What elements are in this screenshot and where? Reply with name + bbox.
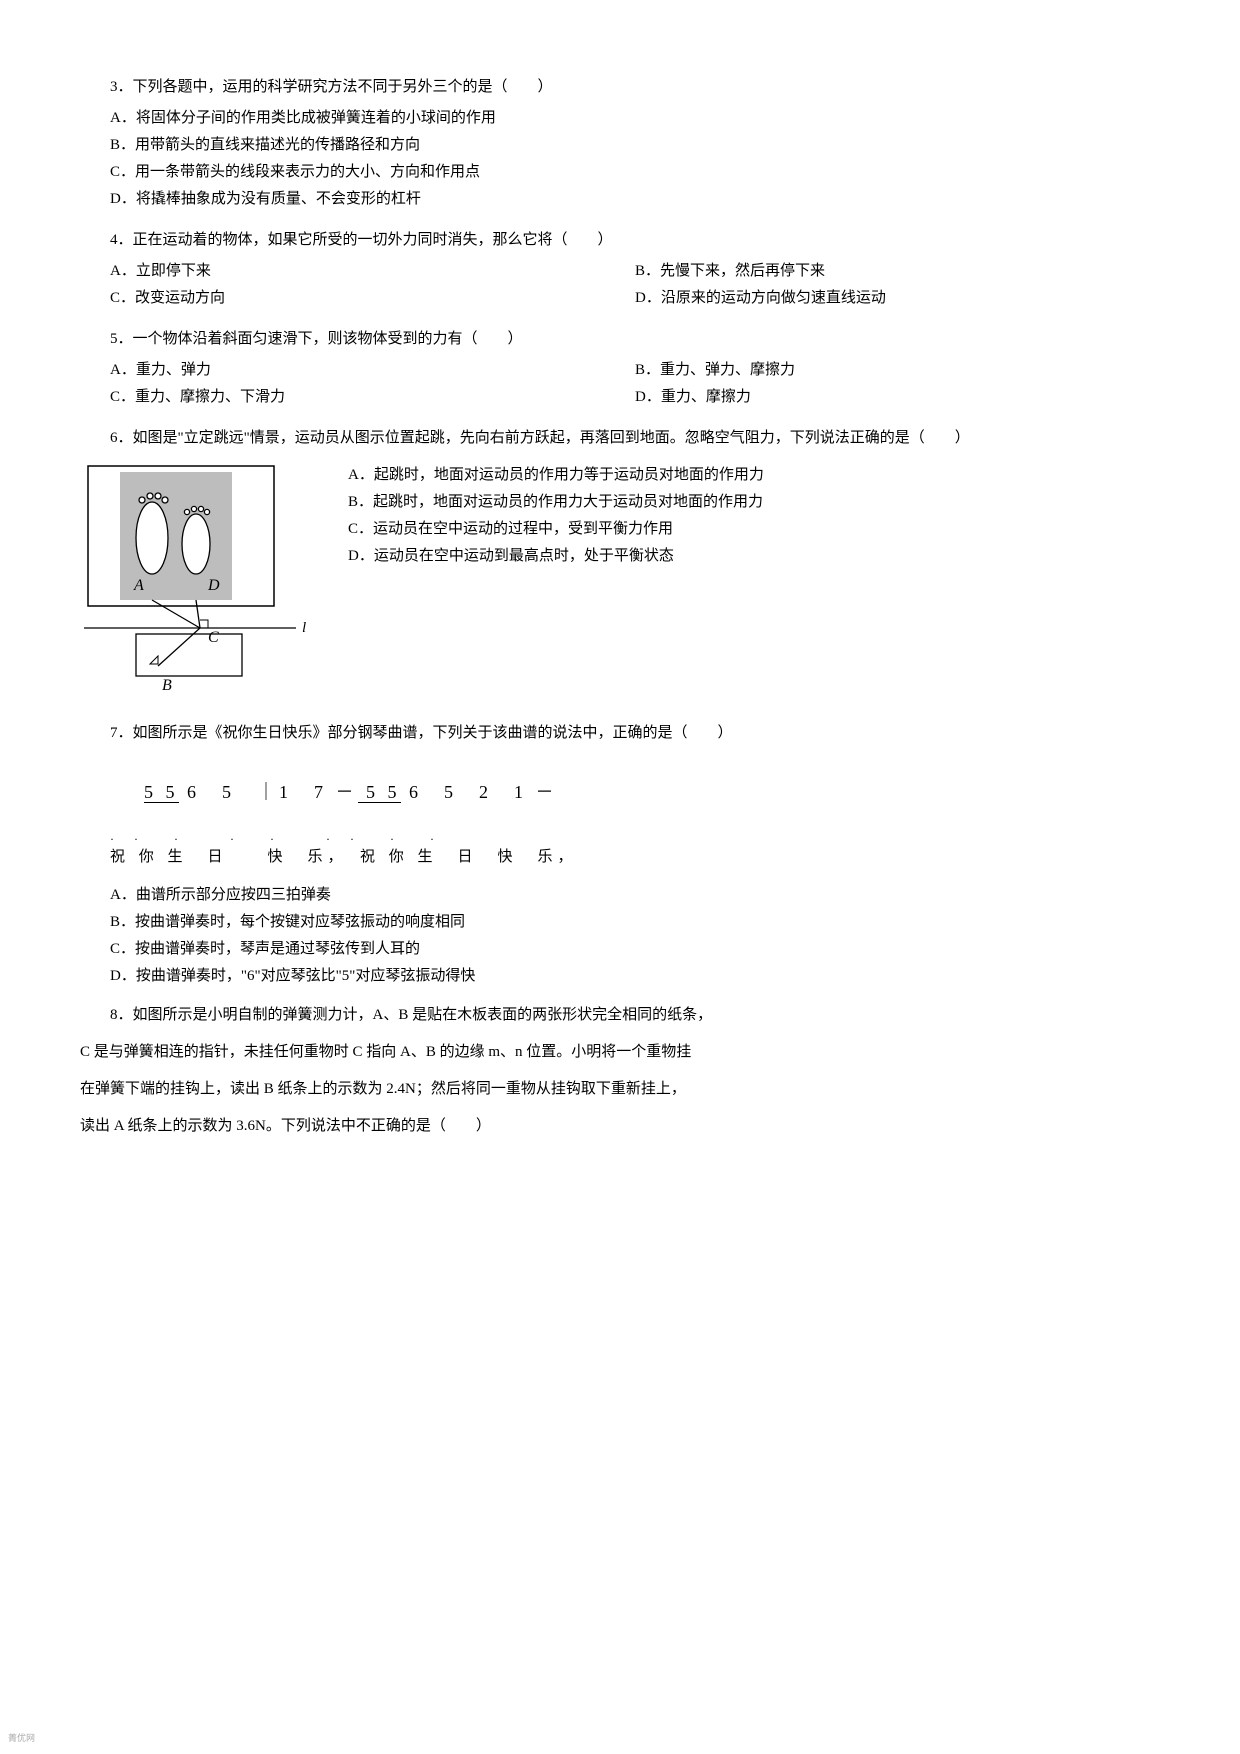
q7-choice-d[interactable]: D．按曲谱弹奏时，"6"对应琴弦比"5"对应琴弦振动得快 [110,963,1160,990]
q5-choice-d[interactable]: D．重力、摩擦力 [635,384,1160,411]
q5-choice-b[interactable]: B．重力、弹力、摩擦力 [635,357,1160,384]
q6-choice-c[interactable]: C．运动员在空中运动的过程中，受到平衡力作用 [348,516,1160,543]
svg-text:C: C [208,629,219,646]
q7-choices: A．曲谱所示部分应按四三拍弹奏 B．按曲谱弹奏时，每个按键对应琴弦振动的响度相同… [110,882,1160,990]
q3-choice-d[interactable]: D．将撬棒抽象成为没有质量、不会变形的杠杆 [110,186,1160,213]
q4-choices: A．立即停下来 B．先慢下来，然后再停下来 C．改变运动方向 D．沿原来的运动方… [110,258,1160,312]
q8-line-b: C 是与弹簧相连的指针，未挂任何重物时 C 指向 A、B 的边缘 m、n 位置。… [80,1039,1160,1066]
music-beam-2: 5 5 [358,782,401,803]
q5-choice-c[interactable]: C．重力、摩擦力、下滑力 [110,384,635,411]
q5-prompt: 5．一个物体沿着斜面匀速滑下，则该物体受到的力有（ ） [80,326,1160,353]
svg-text:B: B [162,677,172,694]
q7-choice-b[interactable]: B．按曲谱弹奏时，每个按键对应琴弦振动的响度相同 [110,909,1160,936]
music-beam-1: 5 5 [144,782,179,803]
q8-line-a: 8．如图所示是小明自制的弹簧测力计，A、B 是贴在木板表面的两张形状完全相同的纸… [80,1002,1160,1029]
svg-text:D: D [207,577,220,594]
q3-choices: A．将固体分子间的作用类比成被弹簧连着的小球间的作用 B．用带箭头的直线来描述光… [110,105,1160,213]
q4-choice-d[interactable]: D．沿原来的运动方向做匀速直线运动 [635,285,1160,312]
q3-choice-b[interactable]: B．用带箭头的直线来描述光的传播路径和方向 [110,132,1160,159]
q7-music: 5 5 6 5 ｜1 7 － 5 5 6 5 2 1 － · · · · · ·… [110,755,1160,868]
q4-prompt: 4．正在运动着的物体，如果它所受的一切外力同时消失，那么它将（ ） [80,227,1160,254]
q6-choice-b[interactable]: B．起跳时，地面对运动员的作用力大于运动员对地面的作用力 [348,489,1160,516]
q4-choice-b[interactable]: B．先慢下来，然后再停下来 [635,258,1160,285]
q7-choice-c[interactable]: C．按曲谱弹奏时，琴声是通过琴弦传到人耳的 [110,936,1160,963]
music-bar-1: ｜ [257,782,279,802]
q5-choices: A．重力、弹力 B．重力、弹力、摩擦力 C．重力、摩擦力、下滑力 D．重力、摩擦… [110,357,1160,411]
music-seg-c: 1 7 － [279,782,358,802]
q4-choice-c[interactable]: C．改变运动方向 [110,285,635,312]
music-dots: · · · · · · · · · [110,831,1160,848]
q4-choice-a[interactable]: A．立即停下来 [110,258,635,285]
q6-prompt: 6．如图是"立定跳远"情景，运动员从图示位置起跳，先向右前方跃起，再落回到地面。… [80,425,1160,452]
q7-choice-a[interactable]: A．曲谱所示部分应按四三拍弹奏 [110,882,1160,909]
q5-choice-a[interactable]: A．重力、弹力 [110,357,635,384]
svg-text:l: l [302,620,306,636]
q6-figure: A D l C B [80,462,320,696]
q3-prompt: 3．下列各题中，运用的科学研究方法不同于另外三个的是（ ） [80,74,1160,101]
q8-line-d: 读出 A 纸条上的示数为 3.6N。下列说法中不正确的是（ ） [80,1113,1160,1140]
q3-choice-c[interactable]: C．用一条带箭头的线段来表示力的大小、方向和作用点 [110,159,1160,186]
q7-prompt: 7．如图所示是《祝你生日快乐》部分钢琴曲谱，下列关于该曲谱的说法中，正确的是（ … [80,720,1160,747]
music-lyrics: 祝 你 生 日 快 乐， 祝 你 生 日 快 乐， [110,847,1160,868]
q8-line-c: 在弹簧下端的挂钩上，读出 B 纸条上的示数为 2.4N；然后将同一重物从挂钩取下… [80,1076,1160,1103]
music-seg-e: 6 5 2 1 － [401,782,558,802]
q3-choice-a[interactable]: A．将固体分子间的作用类比成被弹簧连着的小球间的作用 [110,105,1160,132]
music-seg-b: 6 5 [179,782,258,802]
q6-choice-a[interactable]: A．起跳时，地面对运动员的作用力等于运动员对地面的作用力 [348,462,1160,489]
page-credit: 菁优网 [8,1730,35,1746]
svg-text:A: A [133,577,144,594]
q6-choice-d[interactable]: D．运动员在空中运动到最高点时，处于平衡状态 [348,543,1160,570]
